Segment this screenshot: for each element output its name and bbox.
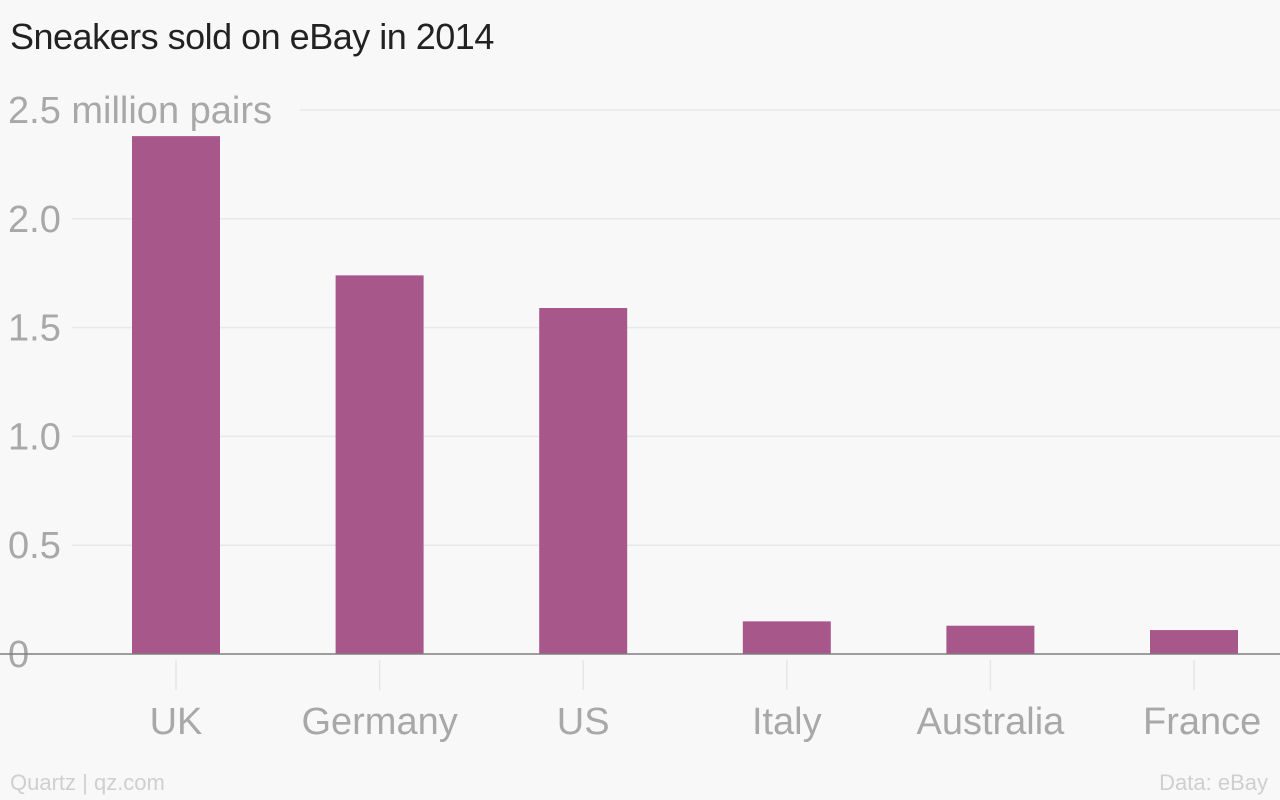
bar xyxy=(742,621,831,654)
y-tick-label: 2.5 million pairs xyxy=(8,90,272,132)
bar-chart: 0 0.5 1.0 1.5 2.0 2.5 million pairs UK Germany… xyxy=(0,90,1280,743)
y-tick-label: 0.5 xyxy=(8,525,61,567)
x-category-label: UK xyxy=(150,701,203,743)
bar xyxy=(132,136,220,654)
chart-title: Sneakers sold on eBay in 2014 xyxy=(10,16,494,57)
x-category-label: Italy xyxy=(752,701,822,743)
footer-source-left: Quartz | qz.com xyxy=(10,770,165,795)
y-tick-label: 0 xyxy=(8,634,29,676)
bar xyxy=(539,308,628,654)
x-axis-category-labels: UK Germany US Italy Australia France xyxy=(150,701,1262,743)
y-tick-label: 2.0 xyxy=(8,199,61,241)
footer-source-right: Data: eBay xyxy=(1159,770,1268,795)
gridlines xyxy=(72,109,1280,546)
x-axis-tick-marks xyxy=(175,660,1195,690)
y-tick-label: 1.0 xyxy=(8,416,61,458)
x-category-label: Germany xyxy=(301,701,457,743)
x-category-label: US xyxy=(557,701,610,743)
bars xyxy=(132,136,1238,654)
bar xyxy=(946,625,1035,654)
bar xyxy=(1150,630,1238,654)
y-axis-tick-labels: 0 0.5 1.0 1.5 2.0 2.5 million pairs xyxy=(8,90,272,676)
x-category-label: Australia xyxy=(916,701,1065,743)
bar xyxy=(335,275,424,654)
y-tick-label: 1.5 xyxy=(8,308,61,350)
x-category-label: France xyxy=(1143,701,1261,743)
